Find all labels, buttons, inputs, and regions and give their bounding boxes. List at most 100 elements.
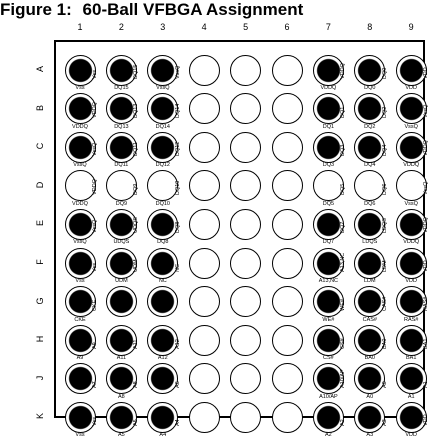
ball-signal-label: VssQ bbox=[156, 85, 170, 91]
ball-side-label: DQ11 bbox=[133, 142, 140, 157]
ball-signal-label: UDQS bbox=[113, 239, 130, 246]
ball-side-label: DQ13 bbox=[133, 103, 140, 118]
ball-C5 bbox=[230, 131, 262, 163]
ball-E7 bbox=[312, 208, 344, 240]
ball-D2 bbox=[105, 170, 137, 202]
ball-F1 bbox=[64, 247, 96, 279]
ball-K1 bbox=[64, 401, 96, 433]
ball-side-label: A4 bbox=[174, 419, 181, 427]
ball-signal-label: VssQ bbox=[404, 123, 418, 130]
ball-D1 bbox=[64, 170, 96, 202]
ball-J6 bbox=[271, 363, 303, 395]
ball-C6 bbox=[271, 131, 303, 163]
ball-signal-label: VDD bbox=[405, 85, 417, 91]
ball-signal-label: DQ9 bbox=[115, 200, 128, 207]
ball-F7 bbox=[312, 247, 344, 279]
ball-side-label: UDM bbox=[133, 259, 140, 272]
ball-side-label: A1 bbox=[423, 381, 430, 388]
ball-side-label: BA1 bbox=[423, 338, 430, 350]
ball-signal-label: DQ11 bbox=[114, 162, 129, 169]
ball-side-label: A6 bbox=[174, 381, 181, 388]
ball-signal-label: DQ4 bbox=[364, 162, 376, 169]
ball-signal-label: UDM bbox=[115, 278, 128, 284]
ball-G1 bbox=[64, 286, 96, 318]
ball-side-label: VssQ bbox=[92, 142, 98, 157]
ball-signal-label: VDDQ bbox=[403, 162, 420, 169]
ball-F8 bbox=[354, 247, 386, 279]
ball-signal-label: VDDQ bbox=[403, 239, 420, 246]
ball-C4 bbox=[188, 131, 220, 163]
ball-G5 bbox=[230, 286, 262, 318]
ball-G8 bbox=[354, 286, 386, 318]
ball-signal-label: RAS# bbox=[404, 316, 419, 323]
ball-side-label: DQ8 bbox=[174, 222, 181, 234]
ball-side-label: DQ14 bbox=[174, 103, 181, 118]
row-label-H: H bbox=[35, 335, 45, 343]
ball-signal-label: LDQS bbox=[362, 239, 378, 246]
ball-A2 bbox=[105, 54, 137, 86]
ball-side-label: VDDQ bbox=[423, 140, 430, 157]
ball-B9 bbox=[395, 93, 427, 125]
ball-side-label: DQ1 bbox=[340, 106, 347, 118]
ball-H5 bbox=[230, 324, 262, 356]
ball-J2 bbox=[105, 363, 137, 395]
ball-signal-label: VssQ bbox=[73, 239, 87, 246]
ball-side-label: A13,NC bbox=[340, 252, 347, 272]
row-label-K: K bbox=[35, 413, 45, 420]
ball-F9 bbox=[395, 247, 427, 279]
ball-J5 bbox=[230, 363, 262, 395]
ball-signal-label: DQ8 bbox=[157, 239, 169, 246]
ball-signal-label: DQ0 bbox=[364, 85, 376, 91]
ball-B1 bbox=[64, 93, 96, 125]
ball-B6 bbox=[271, 93, 303, 125]
ball-H8 bbox=[354, 324, 386, 356]
row-label-J: J bbox=[35, 375, 45, 381]
ball-side-label: WE# bbox=[340, 298, 347, 311]
ball-side-label: VDDQ bbox=[92, 178, 98, 195]
ball-signal-label: CAS# bbox=[362, 316, 377, 323]
ball-side-label: VssQ bbox=[174, 65, 181, 79]
figure-title: Figure 1: 60-Ball VFBGA Assignment bbox=[0, 0, 303, 20]
ball-side-label: CS# bbox=[340, 338, 347, 350]
ball-B4 bbox=[188, 93, 220, 125]
ball-E8 bbox=[354, 208, 386, 240]
ball-F6 bbox=[271, 247, 303, 279]
ball-B5 bbox=[230, 93, 262, 125]
ball-signal-label: A11 bbox=[116, 355, 127, 362]
ball-K4 bbox=[188, 401, 220, 433]
row-label-F: F bbox=[35, 259, 45, 265]
ball-K7 bbox=[312, 401, 344, 433]
ball-signal-label: A2 bbox=[325, 432, 332, 438]
ball-side-label: DQ5 bbox=[340, 183, 347, 195]
ball-side-label: DQ15 bbox=[133, 64, 140, 79]
ball-signal-label: VDD bbox=[405, 432, 417, 438]
ball-signal-label: A13,NC bbox=[318, 278, 339, 284]
ball-side-label: VssQ bbox=[423, 181, 430, 195]
ball-side-label: DQ6 bbox=[381, 183, 388, 195]
ball-side-label: RAS# bbox=[423, 296, 430, 311]
ball-E4 bbox=[188, 208, 220, 240]
ball-signal-label: Vss bbox=[75, 85, 85, 91]
ball-side-label: VssQ bbox=[423, 104, 430, 118]
ball-A8 bbox=[354, 54, 386, 86]
ball-side-label: DQ9 bbox=[133, 183, 140, 195]
ball-side-label: VDD bbox=[423, 260, 430, 272]
ball-E3 bbox=[147, 208, 179, 240]
ball-B2 bbox=[105, 93, 137, 125]
ball-C1 bbox=[64, 131, 96, 163]
ball-G4 bbox=[188, 286, 220, 318]
column-label-8: 8 bbox=[367, 22, 373, 32]
ball-J7 bbox=[312, 363, 344, 395]
ball-side-label: DQ4 bbox=[381, 144, 388, 157]
ball-signal-label: LDM bbox=[363, 278, 376, 284]
ball-signal-label: A0 bbox=[366, 393, 374, 400]
ball-side-label: LDQS bbox=[381, 218, 388, 234]
ball-side-label: A11 bbox=[133, 339, 140, 350]
ball-H1 bbox=[64, 324, 96, 356]
ball-G7 bbox=[312, 286, 344, 318]
row-label-C: C bbox=[35, 142, 45, 150]
ball-side-label: UDQS bbox=[133, 217, 140, 234]
ball-B3 bbox=[147, 93, 179, 125]
ball-C9 bbox=[395, 131, 427, 163]
ball-side-label: VDD bbox=[423, 67, 430, 79]
